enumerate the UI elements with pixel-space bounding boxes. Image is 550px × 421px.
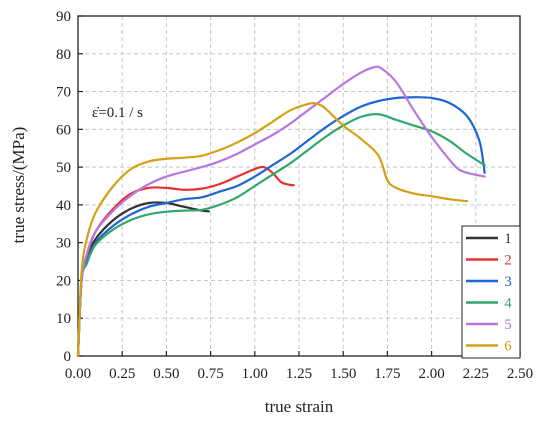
x-tick-label: 2.00 [418, 366, 444, 382]
y-tick-label: 90 [56, 9, 71, 25]
series-line-5 [76, 65, 486, 358]
legend-label-5: 5 [504, 317, 512, 333]
x-tick-label: 0.75 [197, 366, 223, 382]
x-tick-label: 1.25 [286, 366, 312, 382]
x-axis-title: true strain [265, 397, 334, 416]
y-tick-label: 30 [56, 236, 71, 252]
legend-label-6: 6 [504, 339, 512, 355]
y-tick-label: 10 [56, 311, 71, 327]
x-tick-label: 1.75 [374, 366, 400, 382]
series-line-4 [76, 113, 486, 358]
series-line-6 [76, 102, 469, 358]
series-lines [76, 65, 486, 358]
x-tick-label: 0.00 [65, 366, 91, 382]
y-tick-label: 70 [56, 85, 71, 101]
legend-label-4: 4 [504, 296, 512, 312]
x-tick-label: 2.25 [463, 366, 489, 382]
x-tick-label: 1.00 [242, 366, 268, 382]
x-tick-label: 0.25 [109, 366, 135, 382]
legend-label-1: 1 [504, 231, 512, 247]
legend-box [461, 225, 521, 359]
x-tick-label: 2.50 [507, 366, 533, 382]
y-tick-label: 20 [56, 273, 71, 289]
y-axis-title: true stress/(MPa) [9, 127, 28, 244]
x-tick-label: 1.50 [330, 366, 356, 382]
series-line-3 [76, 96, 486, 358]
x-tick-label: 0.50 [153, 366, 179, 382]
y-tick-label: 50 [56, 160, 71, 176]
series-line-1 [76, 201, 210, 358]
legend: 1 2 3 4 5 6 [461, 225, 521, 359]
y-tick-label: 60 [56, 122, 71, 138]
series-line-2 [76, 165, 295, 358]
legend-label-3: 3 [504, 274, 512, 290]
y-tick-label: 80 [56, 47, 71, 63]
axes: 0.00 0.25 0.50 0.75 1.00 1.25 1.50 1.75 2.00 2.25… [56, 9, 533, 382]
strain-rate-annotation: ε̇=0.1 / s [92, 105, 143, 121]
y-tick-label: 0 [64, 349, 72, 365]
legend-label-2: 2 [504, 253, 512, 269]
y-tick-label: 40 [56, 198, 71, 214]
